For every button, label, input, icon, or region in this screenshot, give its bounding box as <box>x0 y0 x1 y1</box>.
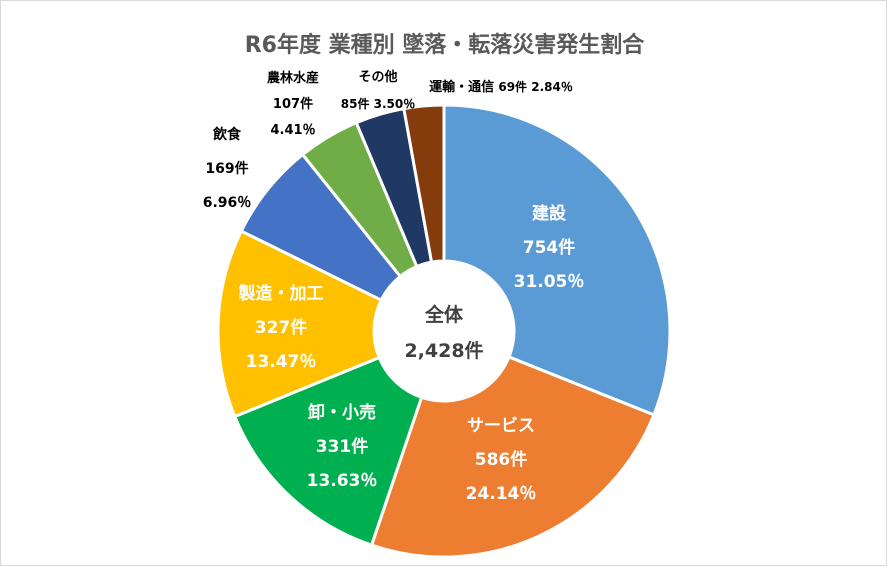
label-name: その他 <box>358 70 398 85</box>
label-percent: 6.96％ <box>202 195 252 211</box>
label-count: 107件 <box>272 97 314 112</box>
label-percent: 4.41％ <box>270 123 316 138</box>
data-label-construction: 建設 754件 31.05％ <box>514 197 585 299</box>
label-count: 586件 <box>474 450 528 470</box>
label-name: 飲食 <box>212 127 241 143</box>
slice-3 <box>216 229 384 419</box>
label-percent: 13.63％ <box>306 471 378 491</box>
center-total: 2,428件 <box>404 340 484 362</box>
label-name: サービス <box>467 416 535 436</box>
data-label-food: 飲食 169件 6.96％ <box>203 118 252 220</box>
label-percent: 2.84％ <box>531 80 573 94</box>
slice-1 <box>369 355 656 559</box>
data-label-agriculture: 農林水産 107件 4.41％ <box>267 66 319 144</box>
label-percent: 13.47％ <box>245 352 317 372</box>
label-line: 運輸・通信 69件 2.84％ <box>429 77 573 98</box>
center-name: 全体 <box>424 304 464 326</box>
label-percent: 24.14％ <box>465 484 537 504</box>
slice-7 <box>402 103 446 264</box>
label-name: 農林水産 <box>266 71 320 86</box>
label-count: 754件 <box>522 238 576 258</box>
slice-2 <box>232 355 424 547</box>
label-name: 卸・小売 <box>308 403 376 423</box>
label-value: 85件 3.50％ <box>341 91 416 117</box>
label-count: 85件 <box>340 97 370 111</box>
label-name: 運輸・通信 <box>429 80 495 95</box>
data-label-wholesale-retail: 卸・小売 331件 13.63％ <box>307 396 378 498</box>
data-label-transport: 運輸・通信 69件 2.84％ <box>429 77 573 98</box>
data-label-other: その他 85件 3.50％ <box>341 65 416 117</box>
chart-title: R6年度 業種別 墜落・転落災害発生割合 <box>244 33 645 58</box>
center-label: 全体 2,428件 <box>404 297 483 369</box>
label-count: 327件 <box>254 318 308 338</box>
label-name: 製造・加工 <box>238 284 324 304</box>
data-label-service: サービス 586件 24.14％ <box>466 409 537 511</box>
data-label-manufacturing: 製造・加工 327件 13.47％ <box>239 277 324 379</box>
label-percent: 31.05％ <box>513 272 585 292</box>
label-count: 169件 <box>205 161 249 177</box>
label-percent: 3.50％ <box>373 97 416 111</box>
label-count: 69件 <box>498 80 528 94</box>
label-name: 建設 <box>532 204 566 224</box>
slice-0 <box>442 103 672 417</box>
label-count: 331件 <box>315 437 369 457</box>
